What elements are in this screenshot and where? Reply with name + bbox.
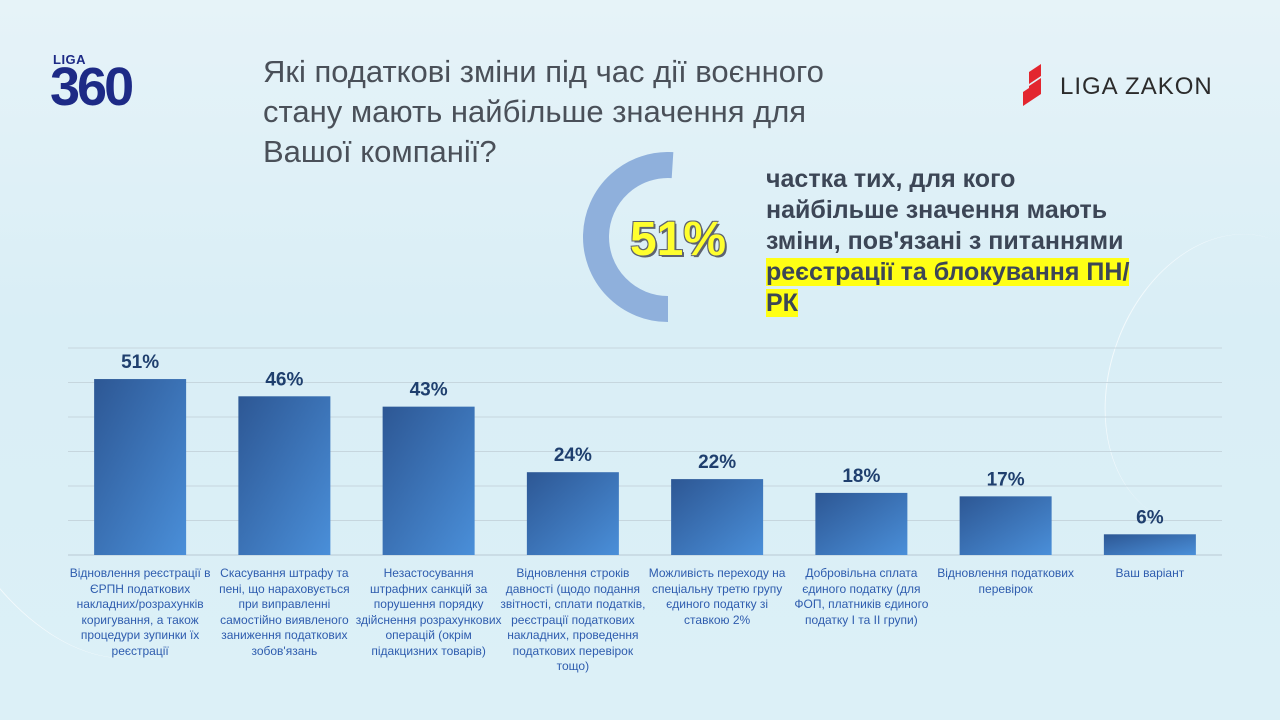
bar <box>1103 534 1196 555</box>
donut-gauge <box>583 152 674 322</box>
donut-arc <box>583 152 674 322</box>
bar <box>526 472 619 555</box>
bar <box>671 479 764 555</box>
bar-value-label: 43% <box>410 380 448 401</box>
bar-value-label: 17% <box>987 469 1025 490</box>
bar <box>815 492 908 555</box>
bar-value-label: 18% <box>842 466 880 487</box>
bar-value-label: 46% <box>265 369 303 390</box>
ligazakon-text: LIGA ZAKON <box>1060 73 1213 100</box>
highlight-caption: частка тих, для кого найбільше значення … <box>766 164 1136 319</box>
category-label: Ваш варіант <box>1115 566 1185 580</box>
chart-title: Які податкові зміни під час дії воєнного… <box>263 54 824 169</box>
bar-value-label: 6% <box>1136 507 1164 528</box>
ligazakon-logo: LIGA ZAKON <box>1019 62 1229 108</box>
category-label: Відновлення податкових перевірок <box>937 566 1075 596</box>
bar <box>382 406 475 555</box>
ligazakon-mark-icon <box>1023 64 1041 106</box>
bar-value-label: 51% <box>121 352 159 373</box>
bar-value-label: 22% <box>698 452 736 473</box>
bar-value-label: 24% <box>554 445 592 466</box>
category-label: Можливість переходу на спеціальну третю … <box>648 566 786 627</box>
category-label: Відновлення реєстрації в ЄРПН податкових… <box>69 566 211 658</box>
highlight-percent: 51% <box>629 213 727 266</box>
highlight-caption-text: частка тих, для кого найбільше значення … <box>766 165 1124 255</box>
logo-liga-text: LIGA <box>53 52 87 67</box>
bar <box>959 496 1052 555</box>
category-label: Відновлення строків давності (щодо подан… <box>500 566 646 673</box>
bar <box>238 396 331 555</box>
category-label: Незастосування штрафних санкцій за поруш… <box>355 566 502 658</box>
logo-360-text: 360 <box>50 57 134 117</box>
bar <box>94 379 187 555</box>
category-label: Добровільна сплата єдиного податку (для … <box>794 566 929 627</box>
category-label: Скасування штрафу та пені, що нараховуєт… <box>219 566 350 658</box>
liga360-logo: LIGA 360 <box>50 50 170 120</box>
